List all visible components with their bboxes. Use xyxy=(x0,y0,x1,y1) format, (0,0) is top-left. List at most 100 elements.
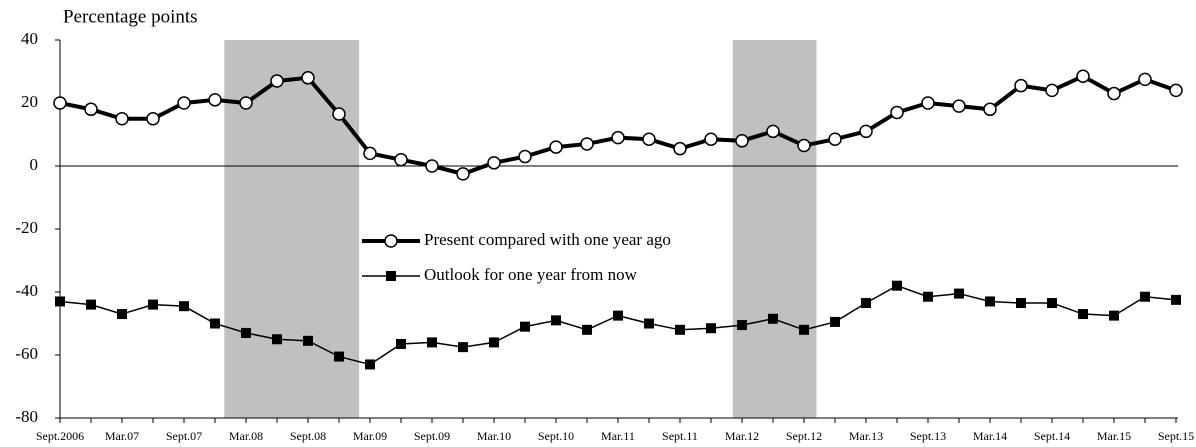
x-tick-label: Mar.14 xyxy=(973,429,1007,443)
data-point xyxy=(518,149,532,164)
y-tick-label: -40 xyxy=(15,281,38,300)
x-tick-label: Mar.10 xyxy=(477,429,511,443)
data-point xyxy=(735,134,749,148)
x-tick-label: Sept.14 xyxy=(1034,429,1070,443)
data-point xyxy=(644,318,654,329)
y-tick-label: -60 xyxy=(15,344,38,363)
data-point xyxy=(859,124,873,139)
data-point xyxy=(396,338,406,349)
legend-marker xyxy=(386,271,396,281)
data-point xyxy=(332,107,346,121)
data-point xyxy=(1045,83,1059,98)
x-tick-label: Sept.10 xyxy=(538,429,574,443)
data-point xyxy=(55,296,65,307)
x-tick-label: Mar.15 xyxy=(1097,429,1131,443)
data-point xyxy=(673,141,687,156)
data-point xyxy=(985,296,995,307)
data-point xyxy=(179,301,189,312)
data-point xyxy=(983,102,997,117)
data-point xyxy=(799,324,809,335)
x-tick-label: Sept.11 xyxy=(662,429,698,443)
data-point xyxy=(458,342,468,353)
data-point xyxy=(239,96,253,110)
data-point xyxy=(177,96,191,110)
data-point xyxy=(1109,310,1119,321)
data-point xyxy=(241,327,251,338)
data-point xyxy=(427,337,437,348)
data-point xyxy=(1169,83,1183,98)
data-point xyxy=(1140,291,1150,302)
x-tick-label: Mar.09 xyxy=(353,429,387,443)
x-tick-label: Sept.13 xyxy=(910,429,946,443)
data-point xyxy=(549,140,563,154)
data-point xyxy=(272,334,282,345)
data-point xyxy=(1014,78,1028,93)
data-point xyxy=(861,298,871,309)
data-point xyxy=(830,316,840,327)
data-point xyxy=(768,313,778,324)
y-axis-label: Percentage points xyxy=(63,6,198,27)
data-point xyxy=(365,359,375,370)
data-point xyxy=(1016,298,1026,309)
data-point xyxy=(737,320,747,331)
data-point xyxy=(1171,294,1181,305)
legend-marker xyxy=(384,234,398,248)
data-point xyxy=(828,132,842,146)
data-point xyxy=(1047,298,1057,309)
x-tick-label: Sept.09 xyxy=(414,429,450,443)
x-tick-label: Mar.07 xyxy=(105,429,139,443)
x-tick-label: Mar.13 xyxy=(849,429,883,443)
data-point xyxy=(84,102,98,117)
data-point xyxy=(270,74,284,88)
x-tick-label: Sept.15 xyxy=(1158,429,1194,443)
data-point xyxy=(706,323,716,334)
data-point xyxy=(334,351,344,362)
legend-label: Present compared with one year ago xyxy=(424,230,671,249)
data-point xyxy=(923,291,933,302)
x-tick-label: Sept.08 xyxy=(290,429,326,443)
data-point xyxy=(146,112,160,126)
data-point xyxy=(766,124,780,139)
legend-label: Outlook for one year from now xyxy=(424,265,638,284)
data-point xyxy=(86,299,96,310)
data-point xyxy=(117,309,127,320)
data-point xyxy=(210,318,220,329)
data-point xyxy=(394,152,408,167)
y-tick-label: 20 xyxy=(21,92,38,111)
data-point xyxy=(487,156,501,170)
data-point xyxy=(53,96,67,110)
data-point xyxy=(797,138,811,153)
data-point xyxy=(456,167,470,181)
data-point xyxy=(208,93,222,107)
data-point xyxy=(363,146,377,161)
x-tick-label: Mar.11 xyxy=(601,429,635,443)
x-tick-label: Mar.12 xyxy=(725,429,759,443)
data-point xyxy=(613,310,623,321)
data-point xyxy=(1107,86,1121,101)
data-point xyxy=(489,337,499,348)
data-point xyxy=(1078,309,1088,320)
data-point xyxy=(301,71,315,85)
data-point xyxy=(303,335,313,346)
data-point xyxy=(115,112,129,126)
x-tick-label: Sept.07 xyxy=(166,429,202,443)
x-tick-label: Sept.2006 xyxy=(36,429,84,443)
data-point xyxy=(425,159,439,173)
y-tick-label: -80 xyxy=(15,407,38,426)
data-point xyxy=(1138,72,1152,87)
data-point xyxy=(642,132,656,146)
data-point xyxy=(892,280,902,291)
data-point xyxy=(582,324,592,335)
data-point xyxy=(921,96,935,110)
y-tick-label: -20 xyxy=(15,218,38,237)
x-tick-label: Mar.08 xyxy=(229,429,263,443)
shaded-period xyxy=(732,40,817,418)
data-point xyxy=(1076,69,1090,83)
y-tick-label: 40 xyxy=(21,29,38,48)
data-point xyxy=(704,132,718,146)
data-point xyxy=(611,130,625,145)
data-point xyxy=(952,99,966,113)
data-point xyxy=(520,321,530,332)
data-point xyxy=(148,299,158,310)
